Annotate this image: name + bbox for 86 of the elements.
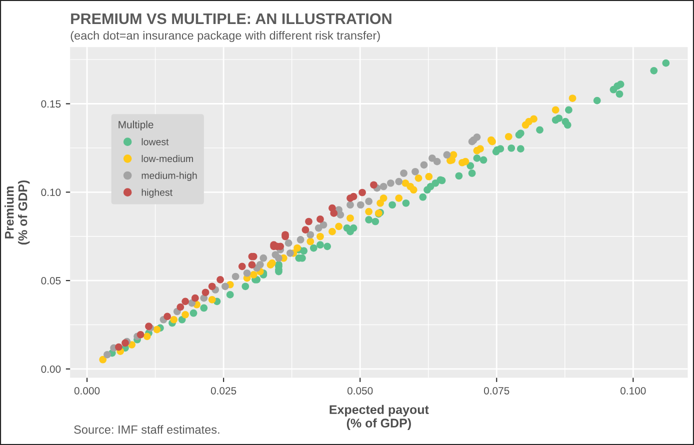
x-tick-label: 0.025 — [210, 387, 236, 394]
point — [473, 133, 481, 141]
point — [568, 94, 576, 102]
point — [256, 260, 264, 268]
point — [208, 296, 216, 304]
point — [346, 214, 354, 222]
point — [316, 216, 324, 223]
legend-label: low-medium — [142, 155, 193, 162]
point — [286, 249, 294, 257]
y-tick-label: 0.00 — [41, 365, 61, 373]
x-tick-label: 0.050 — [347, 387, 373, 394]
point — [414, 174, 422, 182]
point — [376, 199, 384, 207]
point — [530, 115, 538, 123]
point — [462, 158, 470, 166]
point — [428, 154, 436, 162]
point — [358, 188, 366, 196]
point — [410, 186, 418, 194]
point — [302, 226, 310, 234]
point — [305, 218, 312, 226]
chart-subtitle: (each dot=an insurance package with different risk transfer) — [70, 30, 380, 42]
point — [136, 330, 144, 338]
point — [400, 170, 408, 177]
point — [346, 194, 354, 202]
point — [202, 288, 210, 296]
y-tick-label: 0.05 — [41, 277, 61, 284]
point — [365, 198, 372, 206]
point — [153, 326, 161, 334]
legend-label: lowest — [142, 138, 169, 146]
point — [330, 210, 338, 217]
point — [115, 343, 122, 351]
point — [370, 181, 378, 189]
point — [216, 276, 224, 284]
y-tick-label: 0.10 — [41, 188, 61, 196]
point — [306, 238, 314, 246]
point — [365, 208, 372, 216]
point — [248, 261, 256, 268]
legend-label: highest — [142, 188, 172, 198]
chart-title: PREMIUM VS MULTIPLE: AN ILLUSTRATION — [71, 13, 392, 24]
point — [99, 356, 107, 364]
point — [260, 254, 268, 262]
point — [182, 298, 189, 306]
source-note: Source: IMF staff estimates. — [74, 425, 220, 434]
point — [356, 201, 364, 209]
point — [316, 232, 324, 240]
x-tick-label: 0.100 — [620, 387, 646, 394]
point — [284, 239, 292, 247]
point — [420, 161, 428, 169]
point — [395, 194, 403, 202]
legend-title: Multiple — [118, 120, 154, 130]
point — [328, 228, 336, 236]
legend-label: medium-high — [142, 172, 197, 181]
point — [402, 179, 410, 187]
point — [504, 132, 512, 140]
point — [306, 231, 314, 238]
point — [443, 151, 451, 159]
point — [143, 332, 151, 340]
point — [296, 236, 304, 244]
point — [208, 282, 216, 290]
point — [425, 172, 433, 180]
point — [412, 168, 419, 176]
point — [552, 106, 560, 114]
point — [222, 282, 229, 290]
point — [238, 262, 246, 270]
x-tick-label: 0.075 — [484, 387, 510, 394]
x-tick-label: 0.000 — [74, 387, 100, 394]
point — [335, 222, 342, 230]
point — [104, 350, 111, 358]
point — [380, 182, 388, 190]
point — [314, 224, 322, 232]
point — [170, 316, 178, 324]
point — [275, 254, 282, 262]
point — [386, 179, 394, 187]
point — [395, 178, 403, 186]
point — [232, 272, 240, 280]
point — [346, 201, 354, 209]
point — [182, 311, 189, 318]
point — [243, 269, 251, 277]
point — [191, 294, 199, 302]
point — [250, 271, 258, 278]
y-tick-label: 0.15 — [41, 100, 61, 108]
y-axis-title: Premium (% of GDP) — [4, 180, 30, 244]
point — [476, 145, 484, 153]
point — [176, 303, 184, 311]
x-axis-title: Expected payout (% of GDP) — [330, 404, 429, 430]
point — [164, 312, 171, 320]
